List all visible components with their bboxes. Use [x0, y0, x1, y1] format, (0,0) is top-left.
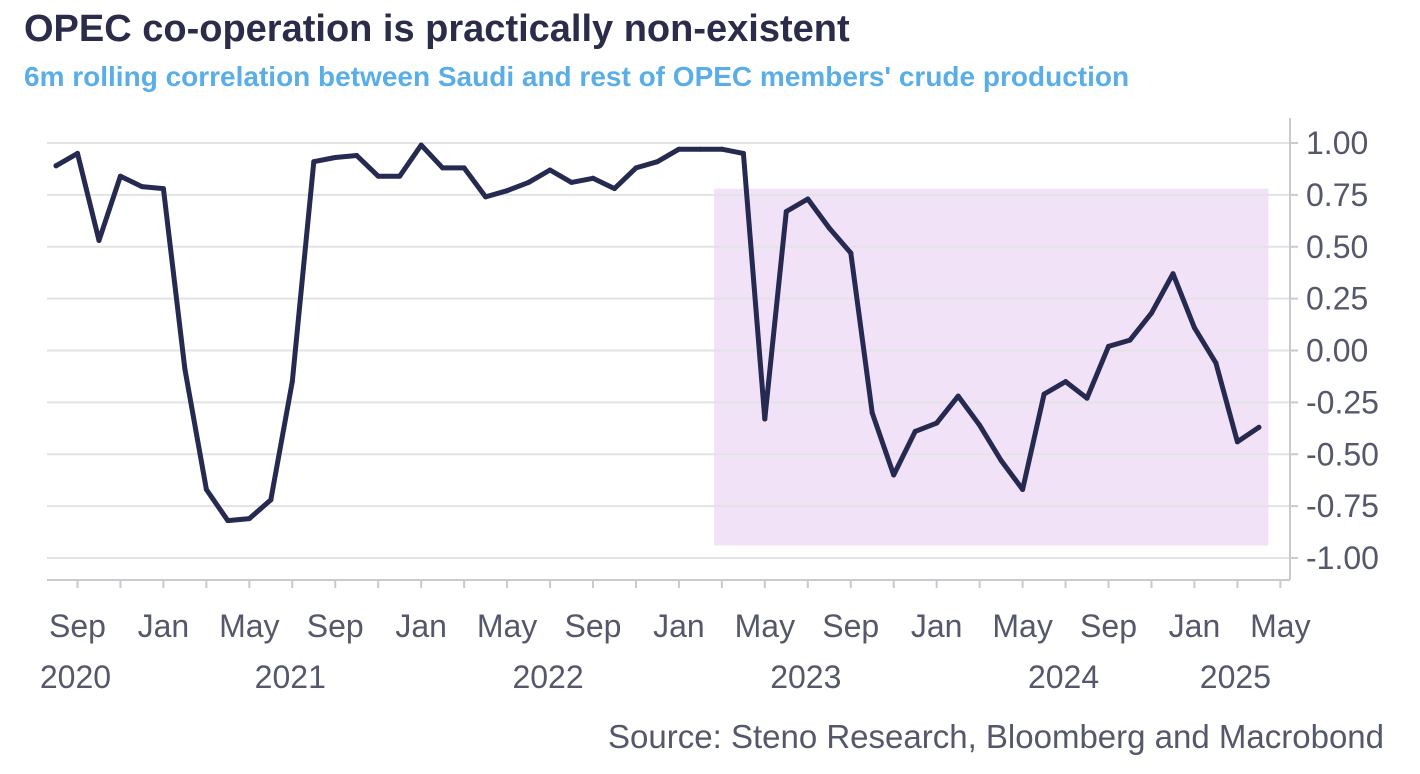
data-point: [461, 165, 467, 171]
data-point: [53, 163, 59, 169]
year-label: 2025: [1200, 659, 1271, 695]
x-tick-label: Sep: [822, 608, 879, 644]
data-point: [1170, 271, 1176, 277]
data-point: [569, 179, 574, 185]
chart-subtitle: 6m rolling correlation between Saudi and…: [24, 61, 1130, 92]
data-point: [397, 173, 403, 179]
x-tick-label: Jan: [653, 608, 705, 644]
data-point: [375, 173, 381, 179]
data-point: [719, 146, 725, 152]
data-point: [848, 250, 854, 256]
data-point: [203, 487, 209, 492]
highlight-region: [714, 188, 1269, 546]
data-point: [612, 186, 617, 192]
data-point: [934, 420, 940, 426]
y-tick-label: 0.50: [1306, 229, 1368, 265]
x-tick-label: Sep: [49, 608, 106, 644]
data-point: [762, 416, 768, 422]
data-point: [1106, 343, 1111, 349]
x-tick-label: May: [219, 608, 279, 644]
data-point: [160, 186, 166, 192]
x-tick-label: Jan: [395, 608, 447, 644]
data-point: [740, 150, 746, 156]
year-label: 2024: [1028, 659, 1099, 695]
x-tick-label: Sep: [1080, 608, 1137, 644]
data-point: [869, 410, 875, 416]
data-point: [783, 209, 789, 214]
x-tick-label: Sep: [307, 608, 364, 644]
data-point: [483, 194, 489, 200]
x-tick-label: May: [735, 608, 795, 644]
data-point: [268, 497, 274, 503]
year-label: 2020: [40, 659, 111, 695]
data-point: [633, 165, 639, 171]
data-point: [1084, 395, 1090, 401]
year-label: 2022: [512, 659, 583, 695]
y-tick-label: -0.50: [1306, 436, 1379, 472]
x-tick-label: Jan: [138, 608, 190, 644]
data-point: [75, 150, 80, 156]
data-point: [1149, 310, 1154, 316]
data-point: [676, 146, 682, 152]
data-point: [96, 238, 102, 243]
chart-title: OPEC co-operation is practically non-exi…: [24, 8, 850, 50]
y-tick-label: 0.25: [1306, 281, 1368, 317]
data-point: [526, 179, 532, 185]
data-point: [805, 196, 811, 202]
y-tick-label: -1.00: [1306, 540, 1379, 576]
data-point: [590, 175, 596, 181]
data-point: [1020, 487, 1026, 492]
x-tick-label: Jan: [911, 608, 963, 644]
x-tick-label: May: [1250, 608, 1310, 644]
data-point: [440, 165, 446, 171]
chart-source: Source: Steno Research, Bloomberg and Ma…: [608, 718, 1384, 755]
y-tick-label: 1.00: [1306, 125, 1368, 161]
data-point: [891, 472, 897, 478]
data-point: [697, 146, 703, 152]
data-point: [1041, 391, 1047, 397]
data-point: [311, 159, 317, 165]
data-point: [826, 225, 832, 231]
data-point: [1127, 337, 1133, 343]
data-point: [654, 159, 660, 165]
data-point: [139, 184, 145, 190]
data-point: [246, 516, 252, 522]
data-point: [977, 422, 983, 428]
data-point: [1063, 379, 1069, 385]
x-tick-label: Sep: [565, 608, 622, 644]
data-point: [289, 379, 295, 385]
x-tick-label: Jan: [1169, 608, 1221, 644]
x-tick-label: May: [992, 608, 1052, 644]
data-point: [1234, 439, 1240, 445]
data-point: [418, 142, 424, 148]
data-point: [1213, 360, 1219, 366]
y-tick-label: 0.75: [1306, 177, 1368, 213]
y-tick-label: -0.25: [1306, 384, 1379, 420]
data-point: [1256, 424, 1262, 430]
data-point: [354, 153, 360, 158]
data-point: [955, 393, 961, 399]
y-tick-label: -0.75: [1306, 488, 1379, 524]
data-point: [504, 188, 510, 194]
data-point: [912, 428, 918, 434]
data-point: [998, 458, 1004, 463]
x-tick-label: May: [477, 608, 537, 644]
data-point: [547, 167, 553, 173]
y-tick-label: 0.00: [1306, 333, 1368, 369]
data-point: [332, 155, 338, 160]
year-label: 2021: [255, 659, 326, 695]
data-point: [1191, 325, 1197, 331]
data-point: [182, 366, 188, 372]
year-label: 2023: [770, 659, 841, 695]
data-point: [117, 173, 123, 179]
data-point: [225, 518, 231, 524]
